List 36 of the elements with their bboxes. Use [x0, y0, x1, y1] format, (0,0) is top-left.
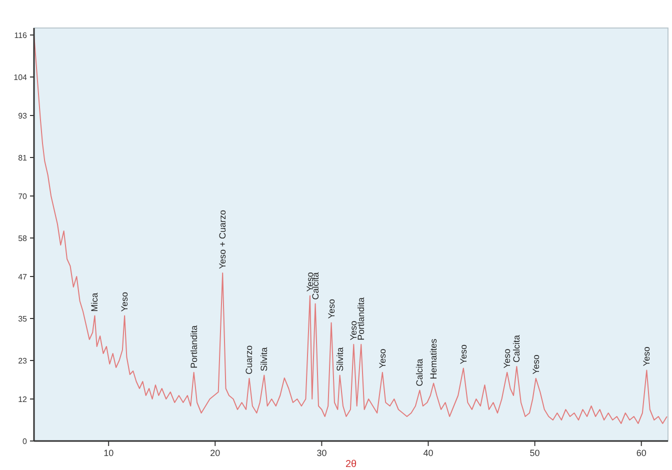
annotation: Yeso: [377, 348, 388, 368]
y-tick-label: 35: [18, 314, 28, 324]
annotation: Calcita: [414, 358, 425, 386]
y-tick-label: 70: [18, 192, 28, 201]
x-tick-label: 50: [530, 448, 540, 458]
annotation: Cuarzo: [244, 345, 254, 374]
annotation: Yeso: [348, 320, 359, 340]
annotation: Yeso: [642, 346, 652, 366]
y-tick-label: 116: [14, 30, 28, 40]
x-tick-label: 40: [423, 448, 434, 458]
y-tick-label: 23: [18, 356, 28, 366]
x-tick-label: 20: [210, 448, 220, 458]
annotation: Silvita: [259, 347, 270, 372]
y-tick-label: 12: [18, 394, 28, 404]
x-tick-label: 60: [636, 448, 646, 458]
y-tick-label: 104: [14, 72, 28, 82]
annotation: Yeso: [120, 292, 130, 312]
annotation: Yeso: [502, 348, 512, 368]
annotation: Yeso: [458, 344, 468, 364]
annotation: Calcita: [512, 334, 522, 362]
annotation: Yeso + Cuarzo: [218, 210, 228, 269]
annotation: Yeso: [530, 354, 541, 374]
y-tick-label: 93: [18, 111, 28, 120]
annotation: Portlandita: [356, 297, 366, 340]
y-tick-label: 47: [18, 272, 28, 282]
annotation: Mica: [90, 292, 100, 312]
y-tick-label: 81: [18, 153, 28, 162]
y-tick-label: 58: [18, 234, 28, 243]
y-tick-label: 0: [22, 436, 28, 446]
annotation: Yeso: [326, 299, 336, 319]
annotation: Hematites: [428, 338, 439, 380]
annotation: Silvita: [334, 347, 345, 372]
x-tick-label: 30: [316, 448, 327, 458]
annotation: Portlandita: [188, 325, 199, 368]
x-axis-title: 2θ: [345, 459, 357, 470]
x-tick-label: 10: [104, 448, 114, 458]
